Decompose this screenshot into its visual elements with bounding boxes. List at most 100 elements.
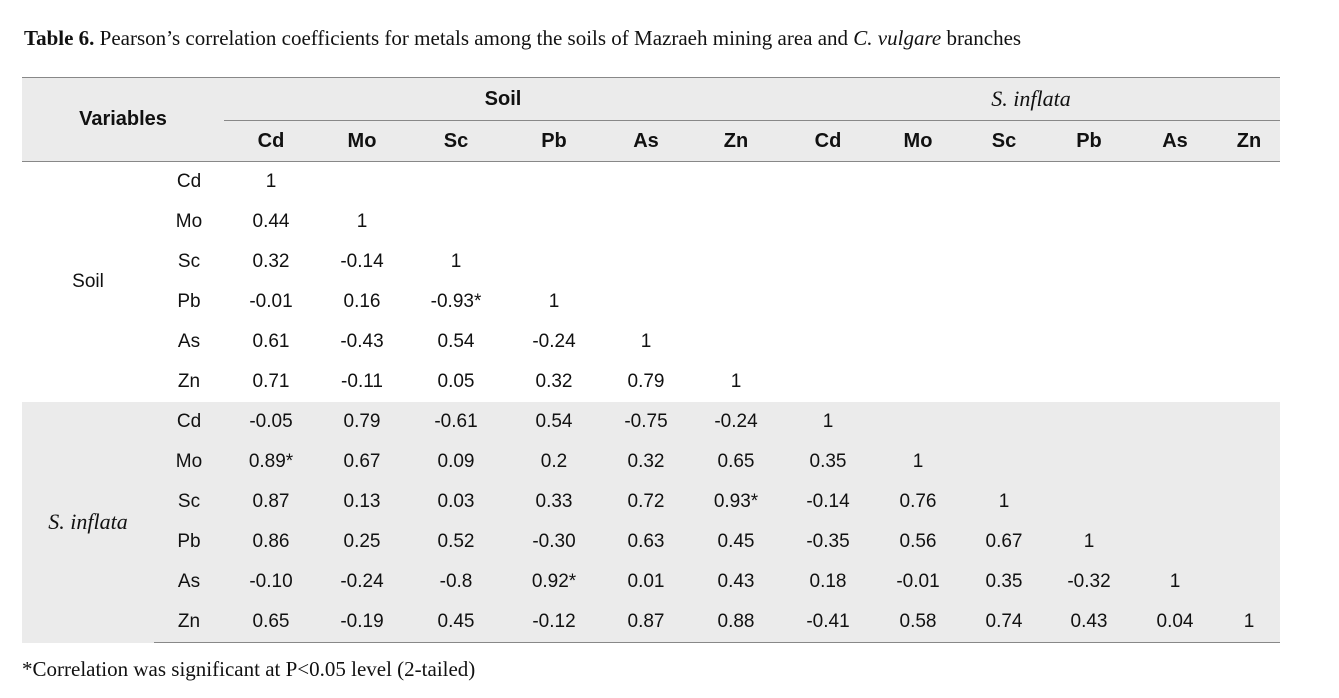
table-cell: 0.65 bbox=[224, 602, 318, 643]
table-cell: -0.11 bbox=[341, 371, 383, 392]
row-variable: Zn bbox=[154, 602, 224, 643]
soil-group-body: Soil Cd 1 Mo 0.44 1 Sc 0.32 -0.14 1 Pb -0.01 0.16 -0.… bbox=[22, 161, 1280, 402]
table-cell bbox=[962, 282, 1046, 322]
table-cell bbox=[1132, 322, 1218, 362]
variables-header: Variables bbox=[22, 77, 224, 162]
table-cell bbox=[1132, 482, 1218, 522]
table-row: As -0.10 -0.24 -0.8 0.92* 0.01 0.43 0.18 -0.01 0.… bbox=[22, 562, 1280, 602]
row-variable: As bbox=[177, 331, 201, 352]
table-row: Mo 0.89* 0.67 0.09 0.2 0.32 0.65 0.35 1 bbox=[22, 442, 1280, 482]
table-cell: -0.10 bbox=[249, 571, 293, 592]
table-cell bbox=[1132, 242, 1218, 282]
table-row: Zn 0.65 -0.19 0.45 -0.12 0.87 0.88 -0.41 0.58 0.7… bbox=[22, 602, 1280, 643]
table-cell bbox=[962, 362, 1046, 402]
table-cell bbox=[1218, 402, 1280, 442]
table-cell bbox=[1132, 402, 1218, 442]
table-cell: 0.87 bbox=[602, 602, 690, 643]
table-cell: 0.52 bbox=[437, 531, 475, 552]
table-cell: -0.35 bbox=[806, 531, 850, 552]
row-variable: Sc bbox=[177, 251, 201, 272]
table-cell bbox=[1218, 282, 1280, 322]
table-footnote: *Correlation was significant at P<0.05 l… bbox=[22, 657, 476, 681]
table-cell: 1 bbox=[1083, 531, 1095, 552]
table-cell bbox=[602, 242, 690, 282]
table-cell bbox=[782, 202, 874, 242]
inflata-group-body: S. inflata Cd -0.05 0.79 -0.61 0.54 -0.75 -0.24… bbox=[22, 402, 1280, 643]
table-cell bbox=[406, 161, 506, 202]
row-variable: Sc bbox=[177, 491, 201, 512]
group-header-soil: Soil bbox=[224, 77, 782, 121]
table-cell: -0.01 bbox=[896, 571, 940, 592]
table-cell bbox=[1218, 482, 1280, 522]
table-cell bbox=[1046, 161, 1132, 202]
column-header: As bbox=[602, 120, 690, 162]
table-cell bbox=[406, 202, 506, 242]
row-variable: Cd bbox=[176, 411, 202, 432]
table-cell: 1 bbox=[822, 411, 834, 432]
column-header: Pb bbox=[506, 120, 602, 162]
column-header: Mo bbox=[874, 120, 962, 162]
table-cell: 1 bbox=[224, 161, 318, 202]
table-cell: 0.32 bbox=[252, 251, 290, 272]
table-cell bbox=[874, 322, 962, 362]
table-cell: -0.8 bbox=[439, 571, 473, 592]
table-cell bbox=[690, 161, 782, 202]
table-row: Sc 0.32 -0.14 1 bbox=[22, 242, 1280, 282]
table-cell: 1 bbox=[450, 251, 462, 272]
column-header: Pb bbox=[1046, 120, 1132, 162]
table-cell: 0.76 bbox=[899, 491, 937, 512]
row-variable: Pb bbox=[177, 291, 201, 312]
table-cell: -0.24 bbox=[532, 331, 576, 352]
table-cell: 0.54 bbox=[535, 411, 573, 432]
table-cell: 0.79 bbox=[627, 371, 665, 392]
table-cell bbox=[1132, 161, 1218, 202]
table-cell bbox=[1046, 402, 1132, 442]
table-cell: 1 bbox=[998, 491, 1010, 512]
table-cell: 0.45 bbox=[717, 531, 755, 552]
table-cell: 1 bbox=[1169, 571, 1181, 592]
table-cell: 0.18 bbox=[809, 571, 847, 592]
table-cell: 0.67 bbox=[985, 531, 1023, 552]
table-cell: 0.45 bbox=[406, 602, 506, 643]
table-cell bbox=[1218, 322, 1280, 362]
table-cell bbox=[1218, 522, 1280, 562]
table-cell: -0.43 bbox=[340, 331, 384, 352]
table-cell: 0.67 bbox=[343, 451, 381, 472]
table-cell bbox=[602, 282, 690, 322]
table-cell: -0.12 bbox=[506, 602, 602, 643]
caption-text-end: branches bbox=[941, 26, 1022, 50]
table-cell: -0.93* bbox=[430, 291, 482, 312]
column-header: Cd bbox=[782, 120, 874, 162]
table-cell: 0.32 bbox=[535, 371, 573, 392]
table-cell bbox=[690, 202, 782, 242]
table-cell: 0.88 bbox=[690, 602, 782, 643]
table-cell: 0.44 bbox=[252, 211, 290, 232]
table-cell: 1 bbox=[912, 451, 924, 472]
table-cell: 0.43 bbox=[717, 571, 755, 592]
table-cell: 0.63 bbox=[627, 531, 665, 552]
table-cell bbox=[690, 322, 782, 362]
table-cell bbox=[1132, 442, 1218, 482]
table-cell: 1 bbox=[730, 371, 742, 392]
table-cell bbox=[782, 322, 874, 362]
table-cell bbox=[1218, 442, 1280, 482]
table-cell: 0.74 bbox=[962, 602, 1046, 643]
column-header: Zn bbox=[1218, 120, 1280, 162]
table-row: S. inflata Cd -0.05 0.79 -0.61 0.54 -0.75 -0.24… bbox=[22, 402, 1280, 534]
table-cell: 0.43 bbox=[1046, 602, 1132, 643]
table-cell bbox=[782, 362, 874, 402]
table-cell bbox=[1046, 322, 1132, 362]
column-header: Zn bbox=[690, 120, 782, 162]
table-cell: 0.71 bbox=[252, 371, 290, 392]
table-cell bbox=[506, 202, 602, 242]
table-cell: -0.05 bbox=[249, 411, 293, 432]
table-row: Soil Cd 1 bbox=[22, 161, 1280, 402]
table-cell bbox=[962, 402, 1046, 442]
table-cell bbox=[1132, 522, 1218, 562]
table-cell: 1 bbox=[640, 331, 652, 352]
group-header-inflata: S. inflata bbox=[782, 77, 1280, 121]
table-cell: 0.61 bbox=[252, 331, 290, 352]
table-cell: 1 bbox=[356, 211, 368, 232]
table-cell: -0.61 bbox=[434, 411, 478, 432]
row-variable: Mo bbox=[175, 211, 203, 232]
